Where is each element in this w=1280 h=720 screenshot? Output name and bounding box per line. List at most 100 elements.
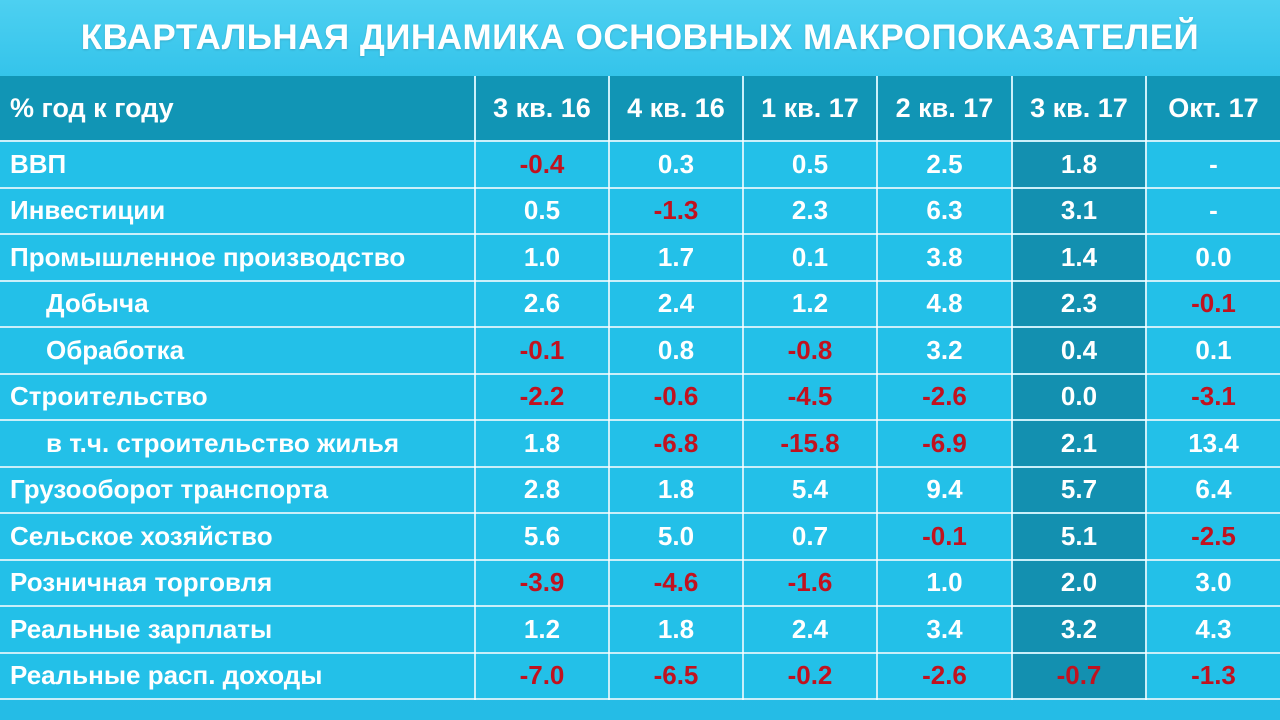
- value-cell: 0.4: [1011, 326, 1147, 375]
- value-cell: -: [1145, 186, 1280, 235]
- value-cell: 6.4: [1145, 465, 1280, 514]
- value-cell: -0.1: [1145, 279, 1280, 328]
- value-cell: 2.3: [1011, 279, 1147, 328]
- value-cell: 6.3: [876, 186, 1013, 235]
- value-cell: 2.0: [1011, 558, 1147, 607]
- table-row: Добыча 2.6 2.4 1.2 4.8 2.3 -0.1: [0, 279, 1280, 328]
- column-header: 3 кв. 16: [474, 76, 610, 142]
- value-cell: 0.5: [742, 141, 878, 189]
- value-cell: 5.0: [608, 512, 744, 561]
- value-cell: -4.6: [608, 558, 744, 607]
- value-cell: -0.2: [742, 651, 878, 700]
- table-row: Обработка -0.1 0.8 -0.8 3.2 0.4 0.1: [0, 326, 1280, 375]
- value-cell: 0.1: [742, 233, 878, 282]
- row-label: Розничная торговля: [0, 558, 476, 607]
- table-row: Розничная торговля -3.9 -4.6 -1.6 1.0 2.0 3.0: [0, 558, 1280, 607]
- value-cell: 1.8: [608, 465, 744, 514]
- value-cell: 3.2: [876, 326, 1013, 375]
- value-cell: 2.3: [742, 186, 878, 235]
- value-cell: 2.6: [474, 279, 610, 328]
- row-label: Добыча: [0, 279, 476, 328]
- value-cell: 0.0: [1011, 372, 1147, 421]
- value-cell: 4.8: [876, 279, 1013, 328]
- value-cell: -1.6: [742, 558, 878, 607]
- value-cell: -6.9: [876, 419, 1013, 468]
- value-cell: -1.3: [608, 186, 744, 235]
- value-cell: -3.9: [474, 558, 610, 607]
- table-row: ВВП -0.4 0.3 0.5 2.5 1.8-: [0, 141, 1280, 189]
- value-cell: -6.5: [608, 651, 744, 700]
- value-cell: 1.8: [1011, 141, 1147, 189]
- slide-title: КВАРТАЛЬНАЯ ДИНАМИКА ОСНОВНЫХ МАКРОПОКАЗ…: [80, 18, 1200, 57]
- row-label: Промышленное производство: [0, 233, 476, 282]
- table-row: Инвестиции 0.5 -1.3 2.3 6.3 3.1-: [0, 186, 1280, 235]
- value-cell: 1.4: [1011, 233, 1147, 282]
- column-header: 1 кв. 17: [742, 76, 878, 142]
- row-label: Обработка: [0, 326, 476, 375]
- value-cell: 1.7: [608, 233, 744, 282]
- header-row: % год к году 3 кв. 16 4 кв. 16 1 кв. 17 …: [0, 76, 1280, 142]
- value-cell: -3.1: [1145, 372, 1280, 421]
- table-row: Строительство -2.2 -0.6 -4.5 -2.6 0.0 -3.1: [0, 372, 1280, 421]
- value-cell: 3.0: [1145, 558, 1280, 607]
- value-cell: -2.2: [474, 372, 610, 421]
- row-label: Строительство: [0, 372, 476, 421]
- value-cell: 0.5: [474, 186, 610, 235]
- column-header: 3 кв. 17: [1011, 76, 1147, 142]
- column-header: Окт. 17: [1145, 76, 1280, 142]
- value-cell: 2.5: [876, 141, 1013, 189]
- value-cell: 5.7: [1011, 465, 1147, 514]
- table-row: Промышленное производство 1.0 1.7 0.1 3.8 1.4…: [0, 233, 1280, 282]
- value-cell: 1.2: [474, 605, 610, 654]
- value-cell: 13.4: [1145, 419, 1280, 468]
- value-cell: -1.3: [1145, 651, 1280, 700]
- table-header: % год к году 3 кв. 16 4 кв. 16 1 кв. 17 …: [0, 76, 1280, 142]
- table-row: Реальные зарплаты 1.2 1.8 2.4 3.4 3.2 4.3: [0, 605, 1280, 654]
- table-body: ВВП -0.4 0.3 0.5 2.5 1.8- Инвестиции 0.5 -1.3 2.3…: [0, 141, 1280, 700]
- table-row: Грузооборот транспорта 2.8 1.8 5.4 9.4 5.7 6.4: [0, 465, 1280, 514]
- value-cell: 1.2: [742, 279, 878, 328]
- value-cell: -4.5: [742, 372, 878, 421]
- value-cell: 5.1: [1011, 512, 1147, 561]
- value-cell: 0.1: [1145, 326, 1280, 375]
- value-cell: 5.4: [742, 465, 878, 514]
- value-cell: 2.4: [742, 605, 878, 654]
- value-cell: 3.1: [1011, 186, 1147, 235]
- row-label: Сельское хозяйство: [0, 512, 476, 561]
- macro-indicators-table: % год к году 3 кв. 16 4 кв. 16 1 кв. 17 …: [0, 76, 1280, 700]
- value-cell: -15.8: [742, 419, 878, 468]
- value-cell: 1.8: [608, 605, 744, 654]
- value-cell: -2.6: [876, 651, 1013, 700]
- table-row: Реальные расп. доходы -7.0 -6.5 -0.2 -2.6 -0.…: [0, 651, 1280, 700]
- value-cell: 5.6: [474, 512, 610, 561]
- value-cell: -0.1: [876, 512, 1013, 561]
- value-cell: -0.7: [1011, 651, 1147, 700]
- row-label: Грузооборот транспорта: [0, 465, 476, 514]
- value-cell: 0.7: [742, 512, 878, 561]
- value-cell: 2.1: [1011, 419, 1147, 468]
- row-header-label: % год к году: [0, 76, 476, 142]
- table-row: в т.ч. строительство жилья 1.8 -6.8 -15.8 -6…: [0, 419, 1280, 468]
- value-cell: 3.4: [876, 605, 1013, 654]
- value-cell: 2.4: [608, 279, 744, 328]
- value-cell: 3.8: [876, 233, 1013, 282]
- row-label: Реальные расп. доходы: [0, 651, 476, 700]
- row-label: Реальные зарплаты: [0, 605, 476, 654]
- column-header: 2 кв. 17: [876, 76, 1013, 142]
- value-cell: -0.8: [742, 326, 878, 375]
- row-label: в т.ч. строительство жилья: [0, 419, 476, 468]
- value-cell: 0.8: [608, 326, 744, 375]
- value-cell: -: [1145, 141, 1280, 189]
- value-cell: 4.3: [1145, 605, 1280, 654]
- value-cell: 1.8: [474, 419, 610, 468]
- value-cell: -2.5: [1145, 512, 1280, 561]
- value-cell: 0.3: [608, 141, 744, 189]
- value-cell: -7.0: [474, 651, 610, 700]
- value-cell: -0.1: [474, 326, 610, 375]
- value-cell: -0.6: [608, 372, 744, 421]
- value-cell: 9.4: [876, 465, 1013, 514]
- row-label: ВВП: [0, 141, 476, 189]
- column-header: 4 кв. 16: [608, 76, 744, 142]
- value-cell: -6.8: [608, 419, 744, 468]
